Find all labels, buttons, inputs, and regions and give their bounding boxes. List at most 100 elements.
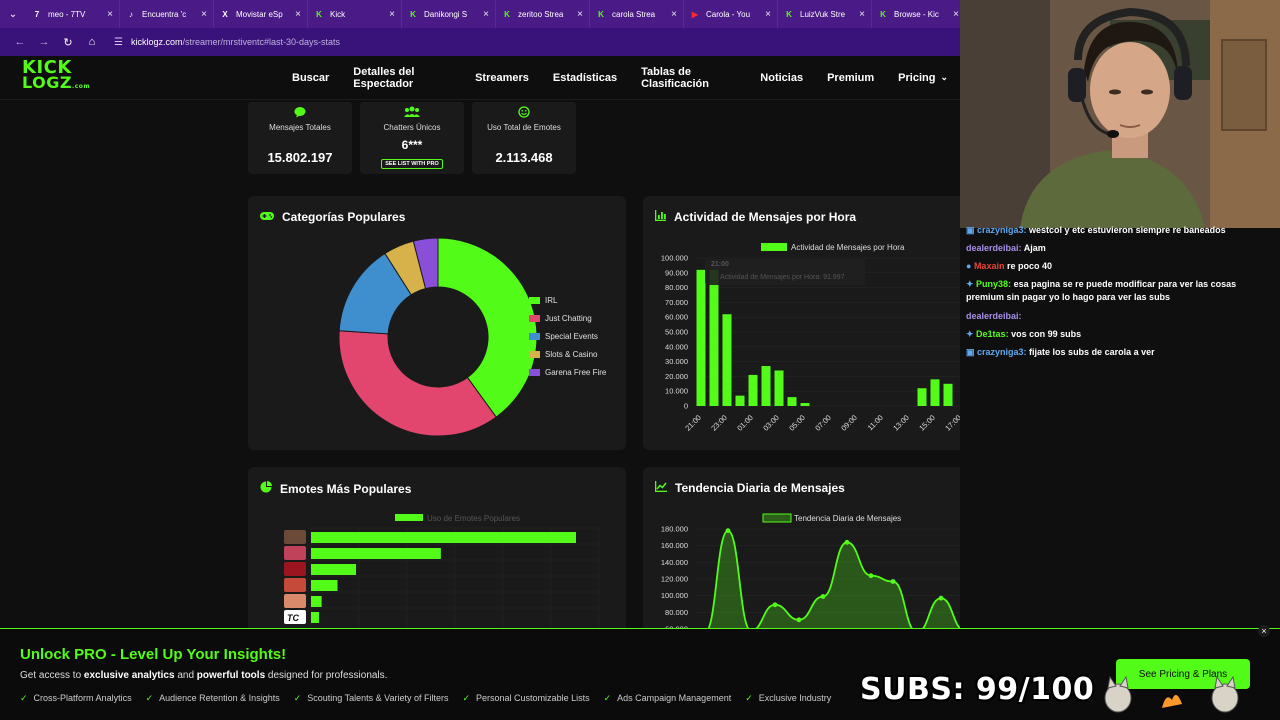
bar[interactable] (311, 580, 338, 591)
data-point[interactable] (772, 602, 778, 608)
close-tab-icon[interactable]: × (295, 8, 301, 20)
emotes-title: Emotes Más Populares (280, 481, 412, 496)
bar[interactable] (735, 395, 745, 406)
bar[interactable] (722, 314, 732, 406)
bar[interactable] (311, 532, 576, 543)
close-tab-icon[interactable]: × (953, 8, 959, 20)
legend-label: Actividad de Mensajes por Hora (791, 243, 905, 252)
data-point[interactable] (796, 617, 802, 623)
close-tab-icon[interactable]: × (765, 8, 771, 20)
nav-link-4[interactable]: Tablas de Clasificación (629, 66, 748, 90)
chat-message: ▣ crazyniga3: westcol y etc estuvieron s… (966, 224, 1266, 237)
bar[interactable] (943, 383, 953, 406)
close-tab-icon[interactable]: × (201, 8, 207, 20)
bar[interactable] (709, 269, 719, 406)
promo-feature: ✓ Cross-Platform Analytics (20, 693, 132, 704)
browser-tab[interactable]: K LuizVuk Stre × (778, 0, 872, 28)
close-tab-icon[interactable]: × (389, 8, 395, 20)
bar[interactable] (917, 388, 927, 406)
chat-username[interactable]: dealerdeibai: (966, 311, 1022, 321)
chat-message: dealerdeibai: Ajam (966, 242, 1266, 255)
pie-slice[interactable] (338, 330, 497, 437)
chat-text: re poco 40 (1004, 261, 1052, 271)
chat-username[interactable]: De1tas: (976, 329, 1009, 339)
legend-swatch (529, 369, 540, 376)
nav-link-3[interactable]: Estadísticas (541, 66, 629, 90)
browser-tab[interactable]: K Kick × (308, 0, 402, 28)
browser-tab[interactable]: K Browse - Kic × (872, 0, 966, 28)
chat-username[interactable]: crazyniga3: (977, 225, 1027, 235)
browser-tab[interactable]: X Movistar eSp × (214, 0, 308, 28)
bar[interactable] (800, 403, 810, 406)
daily-title: Tendencia Diaria de Mensajes (675, 481, 845, 495)
bar[interactable] (311, 548, 441, 559)
tab-favicon-icon: K (786, 9, 792, 19)
bar[interactable] (696, 269, 706, 406)
forward-icon[interactable]: → (38, 36, 50, 48)
data-point[interactable] (844, 539, 850, 545)
bar[interactable] (774, 370, 784, 406)
pie-slice[interactable] (437, 237, 538, 418)
x-tick-label: 09:00 (839, 413, 859, 433)
close-tab-icon[interactable]: × (107, 8, 113, 20)
tab-favicon-icon: 7 (34, 9, 40, 19)
nav-link-6[interactable]: Premium (815, 66, 886, 90)
chat-text: westcol y etc estuvieron siempre re bane… (1026, 225, 1226, 235)
bar[interactable] (761, 366, 771, 406)
nav-link-7[interactable]: Pricing ⌄ (886, 66, 960, 90)
daily-trend-panel: Tendencia Diaria de Mensajes Tendencia D… (643, 467, 1021, 637)
bar[interactable] (311, 596, 322, 607)
chat-username[interactable]: dealerdeibai: (966, 243, 1022, 253)
reload-icon[interactable]: ↻ (63, 36, 73, 49)
nav-link-1[interactable]: Detalles del Espectador (341, 66, 463, 90)
bar[interactable] (311, 612, 319, 623)
chat-message: dealerdeibai: (966, 310, 1266, 323)
browser-tab[interactable]: ▶ Carola - You × (684, 0, 778, 28)
back-icon[interactable]: ← (14, 36, 26, 48)
chat-username[interactable]: Puny38: (976, 279, 1012, 289)
data-point[interactable] (938, 595, 944, 601)
bar[interactable] (311, 564, 357, 575)
y-tick-label: 100.000 (661, 591, 688, 600)
chat-username[interactable]: crazyniga3: (977, 347, 1027, 357)
close-icon[interactable]: × (1258, 625, 1270, 637)
kicklogz-logo[interactable]: KICK LOGZ.com (22, 56, 90, 96)
close-tab-icon[interactable]: × (671, 8, 677, 20)
close-tab-icon[interactable]: × (859, 8, 865, 20)
data-point[interactable] (820, 594, 826, 599)
nav-link-2[interactable]: Streamers (463, 66, 541, 90)
see-list-pro-button[interactable]: SEE LIST WITH PRO (381, 159, 443, 169)
close-tab-icon[interactable]: × (577, 8, 583, 20)
data-point[interactable] (725, 528, 731, 534)
categories-panel: Categorías Populares IRL Just Chatting Spe… (248, 196, 626, 450)
stat-label: Uso Total de Emotes (487, 123, 561, 132)
data-point[interactable] (868, 573, 874, 579)
promo-feature: ✓ Audience Retention & Insights (146, 693, 280, 704)
tab-title: Browse - Kic (894, 9, 939, 19)
nav-link-label: Premium (827, 71, 875, 84)
logo-line-1: KICK (22, 56, 72, 78)
nav-link-0[interactable]: Buscar (280, 66, 341, 90)
chat-username[interactable]: Maxain (973, 261, 1005, 271)
browser-tab[interactable]: ♪ Encuentra 'c × (120, 0, 214, 28)
bar[interactable] (748, 374, 758, 406)
data-point[interactable] (890, 579, 896, 584)
browser-tab[interactable]: K Danikongi S × (402, 0, 496, 28)
close-tab-icon[interactable]: × (483, 8, 489, 20)
promo-sub-bold-1: exclusive analytics (83, 670, 175, 681)
home-icon[interactable]: ⌂ (88, 36, 96, 48)
tab-search-menu-icon[interactable]: ⌄ (8, 8, 18, 20)
tab-favicon-icon: K (504, 9, 510, 19)
pie-slice[interactable] (412, 237, 439, 290)
promo-sub-post: designed for professionals. (265, 670, 388, 681)
site-info-icon[interactable]: ☰ (114, 36, 123, 48)
nav-link-5[interactable]: Noticias (748, 66, 815, 90)
tab-favicon-icon: X (222, 9, 228, 19)
bar[interactable] (930, 379, 940, 406)
url-field[interactable]: ☰ kicklogz.com/streamer/mrstiventc#last-… (114, 37, 340, 48)
legend-label: Special Events (545, 332, 598, 341)
bar[interactable] (787, 397, 797, 406)
browser-tab[interactable]: 7 meo - 7TV × (26, 0, 120, 28)
